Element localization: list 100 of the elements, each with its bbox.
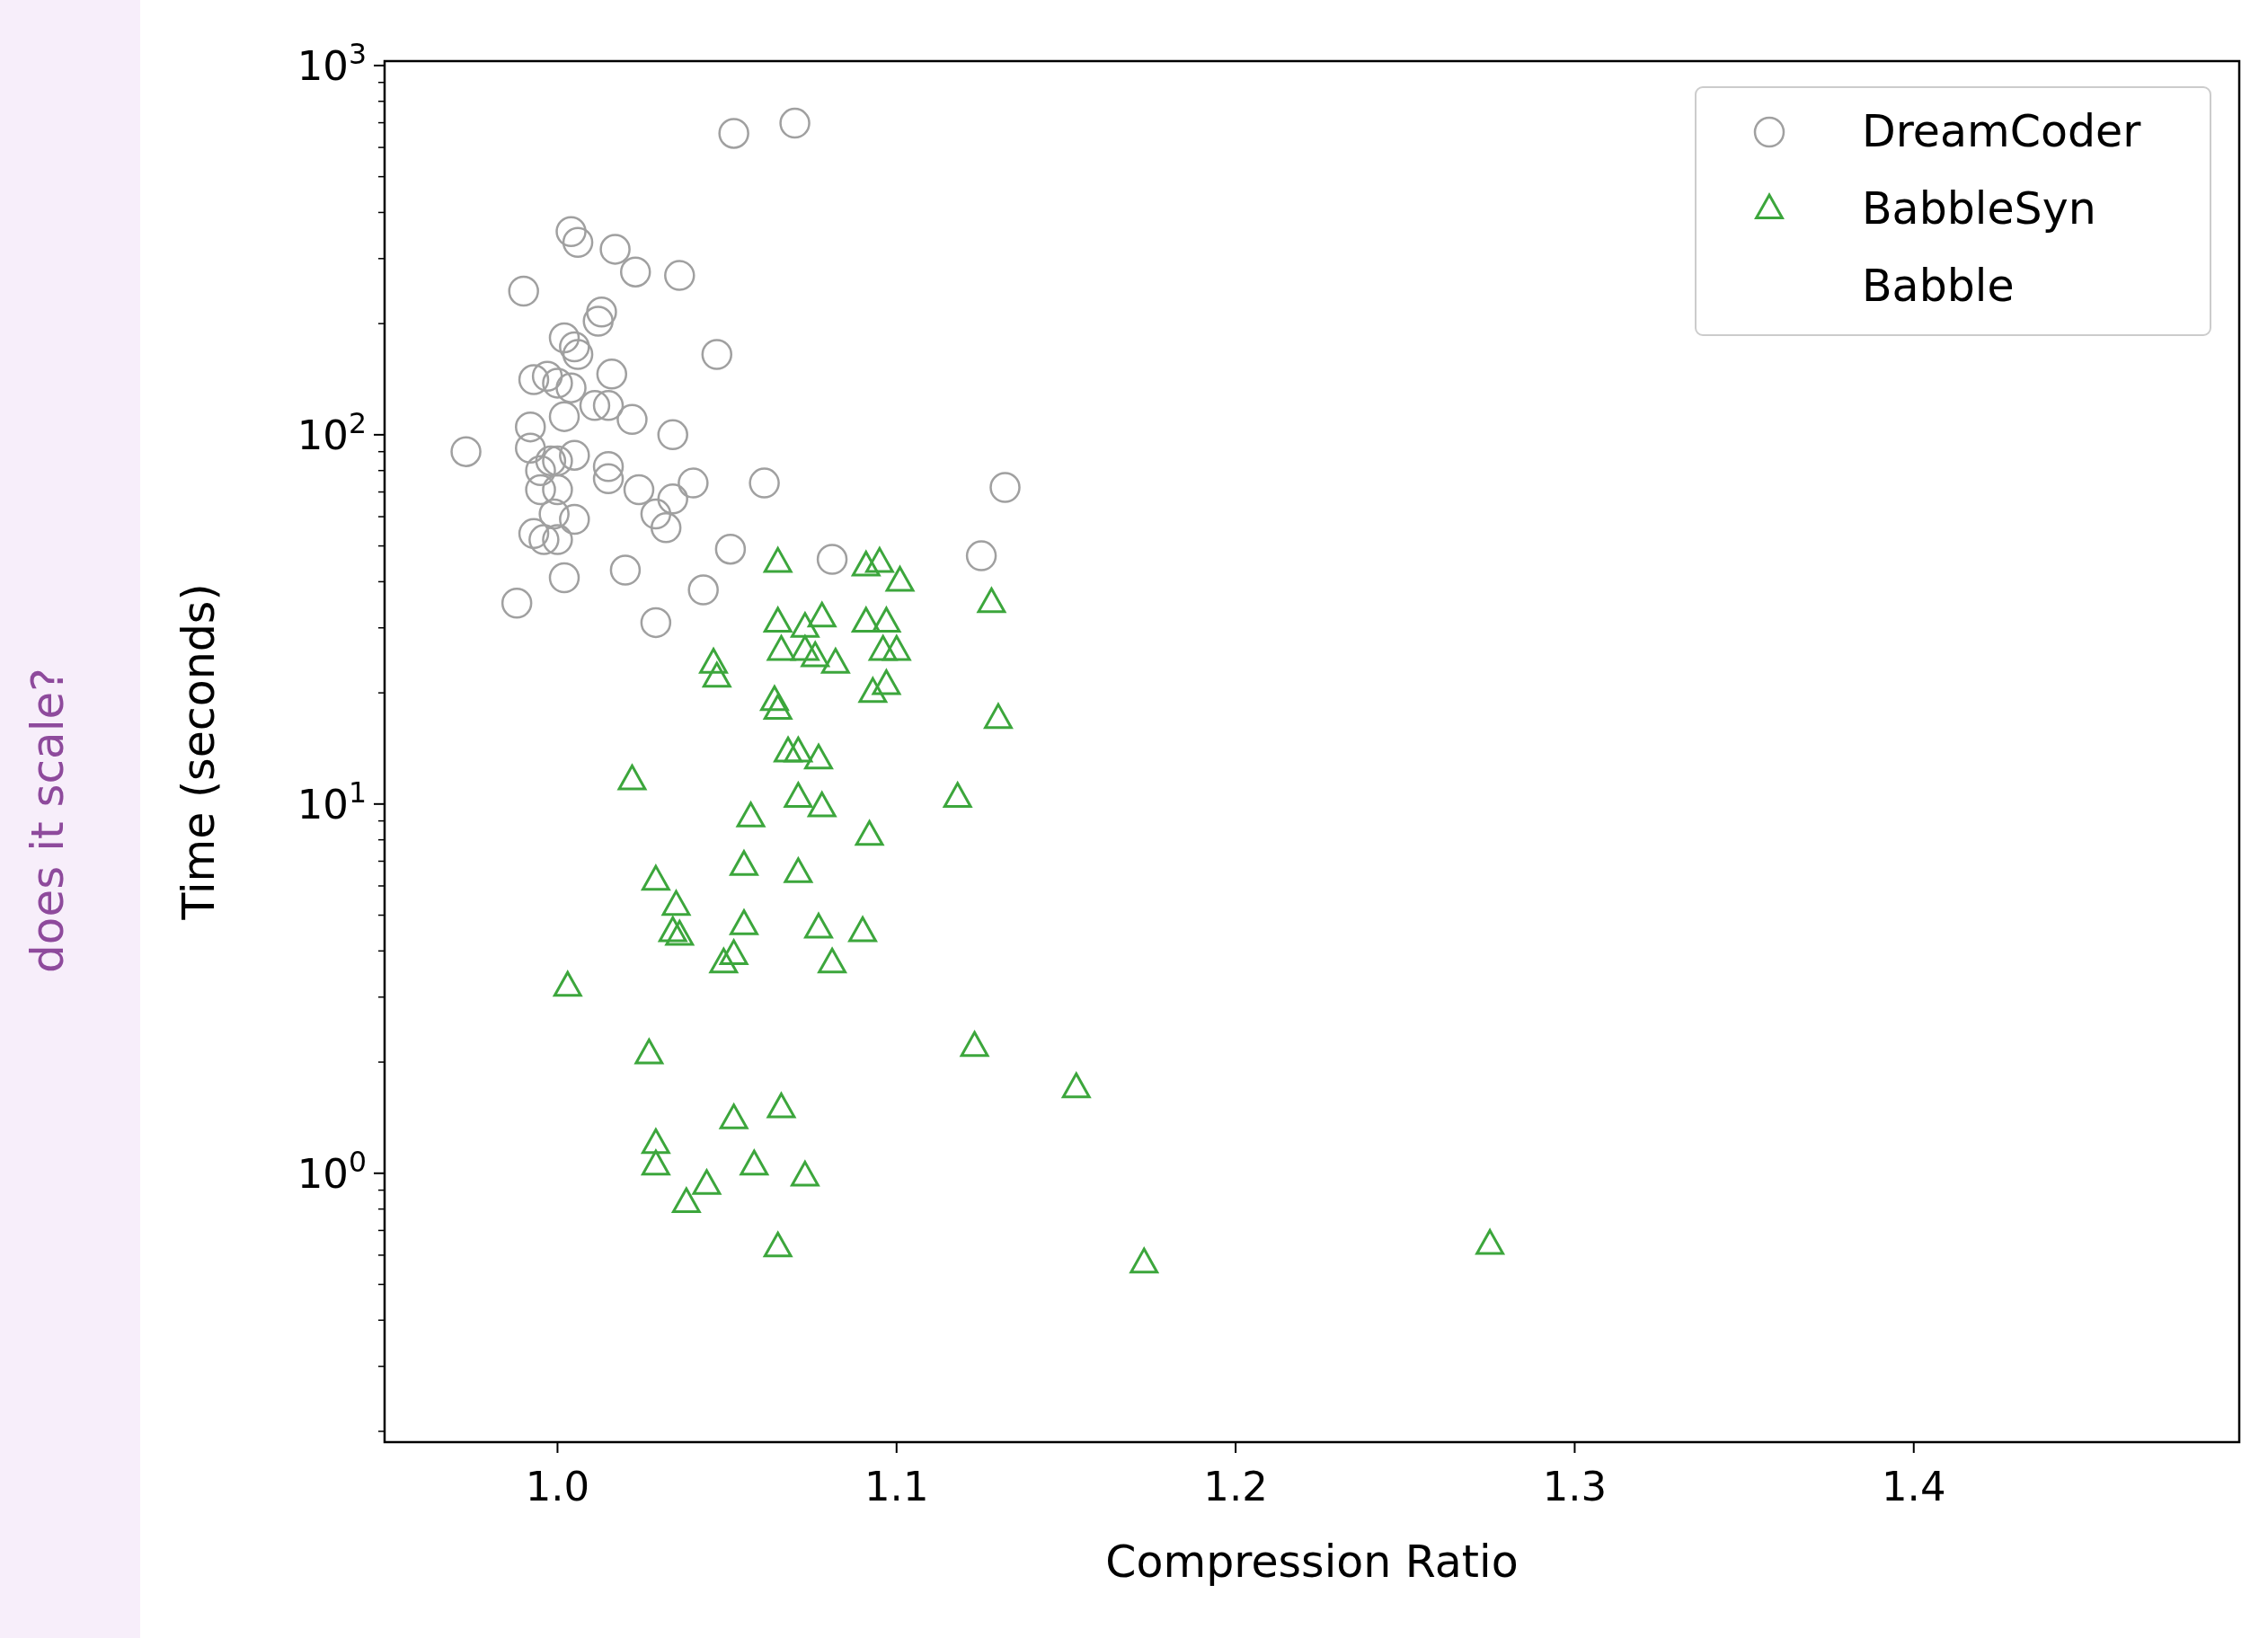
point: [943, 782, 972, 808]
point: [542, 474, 573, 506]
point: [535, 445, 567, 477]
point: [774, 736, 802, 763]
point: [965, 540, 997, 571]
point: [542, 367, 573, 399]
point: [664, 260, 695, 291]
point: [736, 801, 766, 828]
point: [518, 518, 550, 550]
point: [763, 607, 793, 633]
point: [763, 1231, 793, 1258]
point: [515, 432, 546, 465]
point: [1475, 1228, 1504, 1255]
point: [609, 554, 642, 586]
point: [851, 607, 881, 633]
point: [714, 533, 747, 565]
point: [542, 524, 573, 555]
y-tick-label: 10$^{1}$: [297, 775, 367, 828]
point: [816, 544, 848, 575]
point: [740, 1149, 769, 1176]
point: [657, 483, 688, 515]
point: [531, 360, 563, 393]
point: [616, 403, 648, 436]
point: [790, 612, 819, 638]
point: [678, 467, 709, 499]
point: [872, 668, 901, 695]
point: [1061, 1072, 1091, 1099]
point: [801, 641, 830, 668]
point: [559, 503, 590, 536]
point: [763, 694, 793, 721]
point: [592, 463, 625, 495]
point: [766, 1092, 796, 1119]
point: [749, 467, 780, 499]
point: [855, 819, 884, 846]
y-axis-title: Time (seconds): [173, 583, 225, 921]
x-tick-label: 1.1: [864, 1463, 929, 1510]
point: [641, 1128, 670, 1155]
x-tick-label: 1.4: [1881, 1463, 1946, 1510]
y-tick-label: 10$^{0}$: [297, 1145, 367, 1198]
point: [548, 401, 580, 432]
point: [657, 419, 688, 451]
point: [766, 634, 796, 661]
point: [977, 587, 1006, 614]
point: [619, 256, 651, 288]
point: [599, 234, 631, 265]
point: [730, 850, 758, 876]
point: [702, 661, 731, 688]
point: [718, 118, 749, 149]
point: [784, 857, 813, 883]
point: [538, 498, 570, 530]
point: [858, 677, 888, 704]
x-tick-label: 1.0: [525, 1463, 590, 1510]
point: [818, 947, 846, 974]
point: [548, 562, 580, 594]
point: [779, 107, 811, 139]
point: [872, 607, 901, 633]
legend-label: DreamCoder: [1862, 106, 2142, 157]
point: [501, 587, 533, 619]
point: [790, 1160, 819, 1187]
point: [640, 607, 672, 639]
point: [719, 939, 749, 965]
point: [525, 455, 556, 486]
point: [807, 791, 837, 818]
point: [508, 275, 539, 307]
x-tick-label: 1.3: [1542, 1463, 1608, 1510]
point: [804, 912, 833, 939]
point: [592, 451, 625, 483]
point: [559, 439, 590, 471]
point: [692, 1169, 722, 1195]
point: [719, 1103, 749, 1129]
point: [562, 226, 594, 258]
point: [596, 359, 628, 390]
point: [699, 648, 728, 674]
point: [868, 634, 898, 661]
point: [804, 743, 833, 770]
point: [559, 331, 590, 363]
x-axis-title: Compression Ratio: [1105, 1536, 1519, 1588]
point: [820, 648, 850, 674]
point: [623, 474, 655, 506]
point: [518, 364, 550, 395]
point: [617, 764, 647, 791]
point: [548, 322, 580, 354]
point: [784, 782, 813, 808]
text: does it scale?: [22, 668, 74, 973]
point: [807, 601, 837, 628]
point: [730, 909, 758, 935]
point: [687, 574, 719, 606]
point: [579, 390, 611, 421]
point: [984, 703, 1013, 730]
point: [555, 372, 587, 403]
legend-label: BabbleSyn: [1862, 183, 2096, 235]
point: [634, 1038, 664, 1065]
point: [661, 890, 691, 916]
point: [542, 445, 573, 477]
point: [450, 436, 482, 467]
point: [658, 916, 687, 943]
text: Babble: [1862, 261, 2015, 312]
point: [1130, 1247, 1159, 1274]
point: [528, 524, 560, 555]
point: [592, 390, 625, 421]
